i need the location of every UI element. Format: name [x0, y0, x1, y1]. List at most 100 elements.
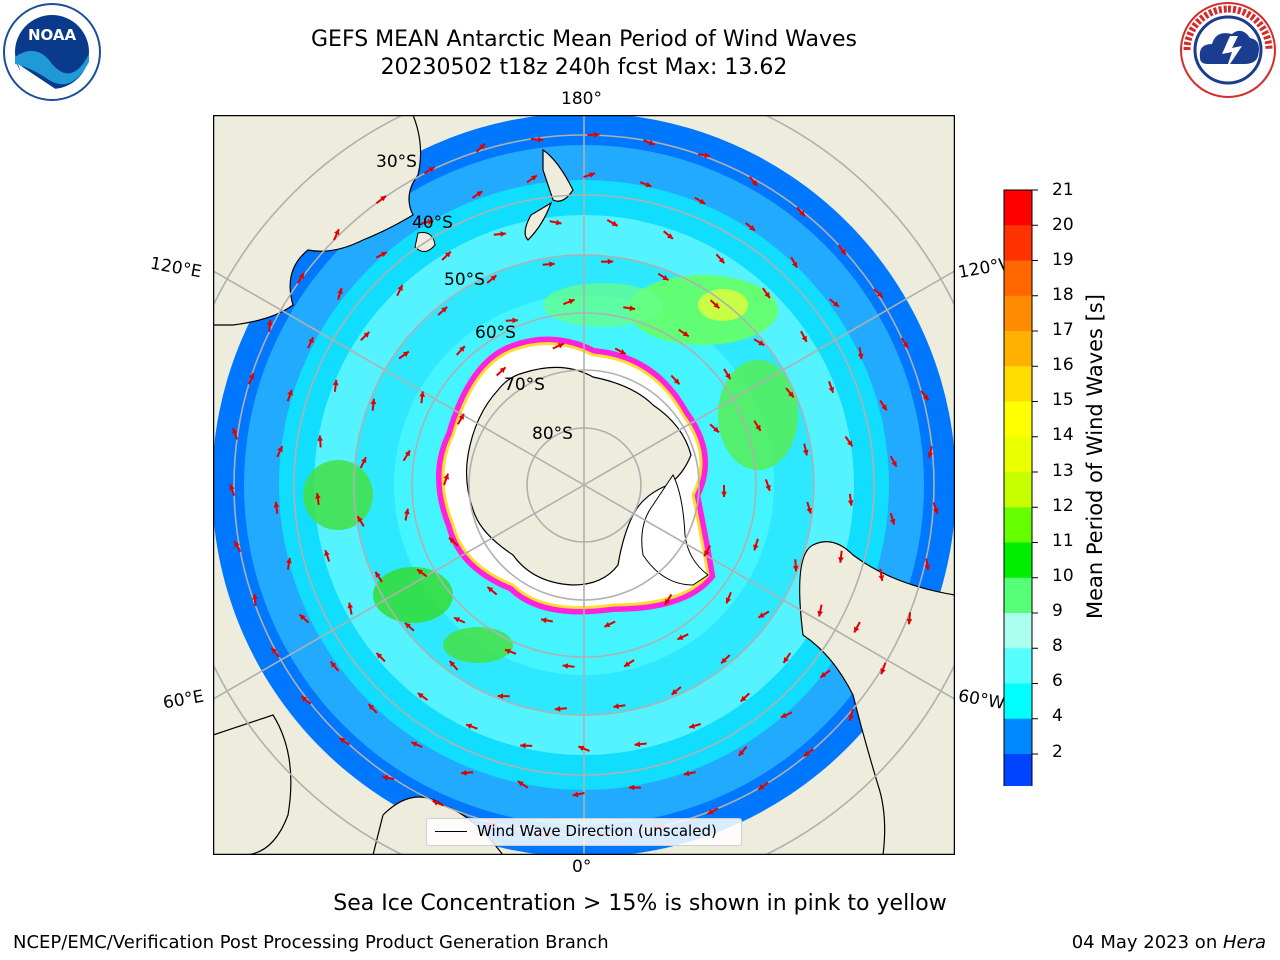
wind-wave-arrow-head — [557, 343, 564, 349]
wind-wave-arrow-head — [682, 331, 689, 337]
wind-wave-arrow-head — [613, 703, 619, 709]
cb-tick-11: 11 — [1052, 531, 1074, 551]
wind-wave-arrow-head — [555, 219, 562, 226]
wind-wave-arrow-head — [749, 225, 755, 231]
wind-wave-arrow-head — [449, 537, 455, 544]
wind-wave-arrow-head — [673, 378, 680, 385]
wind-wave-arrow-head — [499, 367, 506, 373]
wind-wave-arrow-head — [517, 781, 524, 787]
wind-wave-arrow-head — [404, 508, 410, 515]
wind-wave-arrow-head — [497, 693, 503, 699]
footer-machine: Hera — [1222, 932, 1266, 953]
wind-wave-arrow-head — [232, 428, 238, 434]
wind-wave-arrow-head — [718, 257, 725, 264]
wind-wave-arrow-head — [404, 450, 410, 457]
chart-title: GEFS MEAN Antarctic Mean Period of Wind … — [311, 27, 857, 52]
wind-wave-arrow-head — [441, 306, 448, 313]
wind-wave-arrow-head — [337, 288, 343, 295]
wind-wave-arrow-head — [476, 191, 483, 197]
colorbar-segment — [1004, 648, 1032, 684]
wind-wave-arrow-head — [927, 452, 934, 458]
lat-label-50: 50°S — [444, 270, 485, 290]
legend-line-icon — [435, 831, 467, 832]
lon-label-bottom: 0° — [572, 857, 592, 877]
colorbar-segment — [1004, 295, 1032, 332]
wind-wave-arrow-head — [562, 663, 569, 669]
colorbar-segment — [1004, 754, 1032, 790]
wind-wave-arrow-head — [662, 274, 669, 281]
africa — [213, 714, 292, 855]
wind-wave-arrow-head — [933, 508, 939, 514]
wind-wave-arrow-head — [803, 750, 810, 757]
lat-label-40: 40°S — [412, 213, 453, 233]
wind-wave-arrow-head — [428, 167, 435, 173]
wind-wave-arrow-head — [380, 252, 387, 258]
cb-tick-16: 16 — [1052, 355, 1074, 375]
wind-wave-arrow-head — [751, 180, 758, 186]
wind-wave-arrow-head — [840, 248, 846, 255]
wind-wave-arrow-head — [432, 800, 439, 806]
wind-wave-arrow-head — [799, 210, 805, 217]
wind-wave-arrow-head — [788, 391, 794, 398]
wind-wave-arrow-head — [286, 557, 292, 564]
wind-wave-arrow-head — [629, 784, 635, 791]
wind-wave-arrow-head — [479, 143, 486, 150]
wind-wave-arrow-head — [758, 340, 765, 346]
wind-wave-arrow-head — [645, 181, 652, 188]
wind-wave-arrow-head — [801, 335, 807, 342]
cb-tick-20: 20 — [1052, 215, 1074, 235]
wind-wave-arrow-head — [234, 541, 240, 548]
wind-wave-arrow-head — [578, 745, 585, 752]
new-zealand — [542, 148, 574, 202]
colorbar-segment — [1004, 331, 1032, 367]
wind-wave-arrow-head — [541, 617, 547, 624]
wind-wave-arrow-head — [847, 500, 854, 506]
wind-wave-arrow-head — [876, 291, 883, 298]
wind-wave-arrow-head — [699, 198, 706, 204]
wind-wave-arrow-head — [357, 516, 363, 523]
antarctica — [465, 366, 692, 586]
map-legend: Wind Wave Direction (unscaled) — [426, 818, 742, 846]
wind-wave-arrow-head — [594, 131, 600, 138]
wind-wave-arrow-head — [906, 618, 913, 625]
footer-date: 04 May 2023 on — [1071, 932, 1223, 953]
noaa-logo: NOAA — [2, 2, 102, 102]
wind-wave-arrow-head — [568, 298, 575, 305]
wind-wave-arrow-head — [419, 391, 425, 397]
wind-wave-arrow-head — [554, 706, 561, 712]
cb-tick-2: 2 — [1052, 742, 1063, 762]
lat-label-30: 30°S — [376, 152, 417, 172]
wind-wave-arrow-head — [445, 251, 451, 258]
wind-wave-arrow-head — [363, 331, 370, 338]
wind-wave-arrow-head — [572, 791, 579, 798]
lat-label-60: 60°S — [475, 323, 516, 343]
wind-wave-arrow-head — [252, 594, 258, 600]
wind-wave-arrow-head — [713, 426, 719, 433]
lon-label-left-lower: 60°E — [161, 686, 206, 714]
wind-wave-arrow-head — [459, 346, 465, 352]
wind-wave-arrow-head — [671, 689, 678, 695]
australia — [213, 115, 422, 326]
wind-wave-arrow-head — [740, 695, 747, 702]
cb-tick-19: 19 — [1052, 250, 1074, 270]
wind-wave-arrow-head — [880, 668, 886, 675]
wind-wave-arrow-head — [301, 696, 308, 702]
wind-wave-arrow-head — [667, 233, 673, 239]
wind-wave-arrow-head — [299, 614, 306, 621]
wind-wave-arrow-head — [629, 305, 636, 312]
map-frame — [212, 114, 956, 856]
wind-wave-arrow-head — [370, 398, 377, 405]
lon-label-left-upper: 120°E — [148, 253, 204, 283]
wind-wave-arrow-head — [758, 784, 765, 790]
colorbar-segment — [1004, 613, 1032, 649]
wind-wave-arrow-head — [624, 661, 631, 667]
wind-wave-arrow-head — [758, 612, 765, 618]
lon-label-right-lower: 60°W — [956, 686, 1007, 714]
wind-wave-arrow-head — [707, 809, 714, 815]
wind-wave-arrow-head — [537, 136, 544, 143]
wind-wave-arrow-head — [783, 657, 789, 663]
cb-tick-6: 6 — [1052, 671, 1063, 691]
lat-label-80: 80°S — [532, 424, 573, 444]
lat-label-70: 70°S — [504, 375, 545, 395]
wind-wave-arrow-head — [504, 648, 511, 655]
